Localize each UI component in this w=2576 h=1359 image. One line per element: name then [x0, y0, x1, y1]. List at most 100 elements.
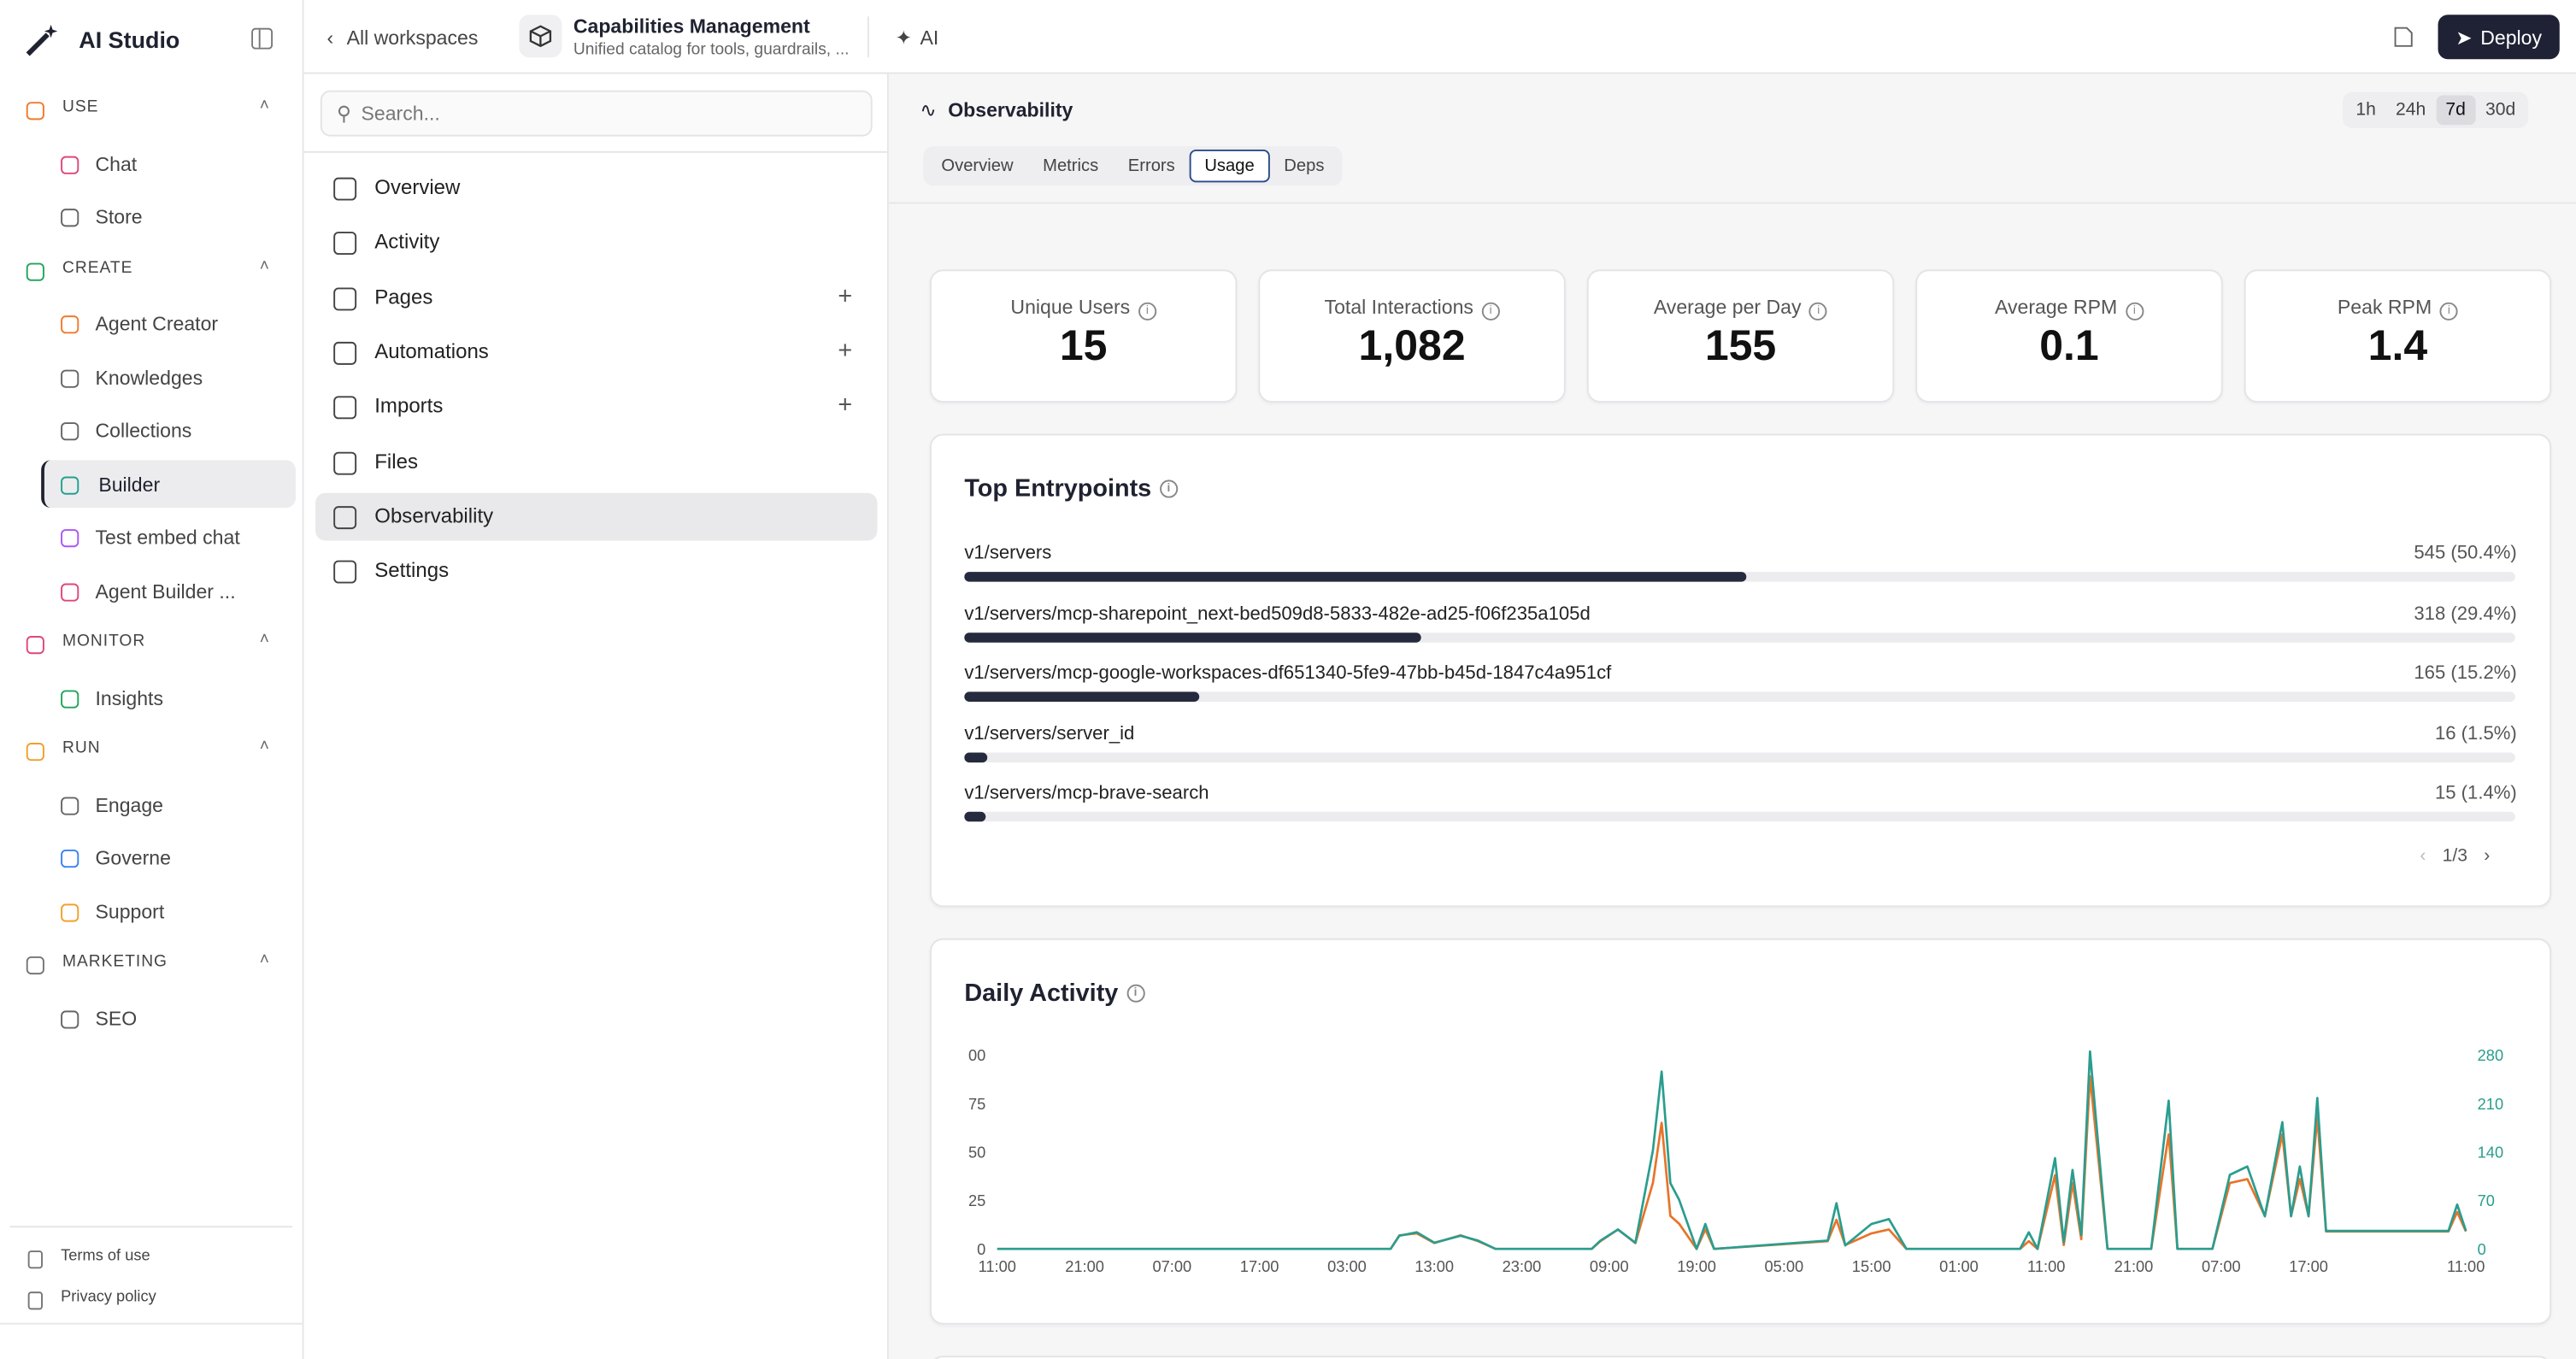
- sidebar-item[interactable]: Knowledges: [95, 365, 203, 389]
- sidebar-item[interactable]: Insights: [95, 685, 163, 709]
- section-title: RUN: [62, 739, 101, 758]
- range-button[interactable]: 30d: [2485, 100, 2516, 121]
- entrypoint-path: v1/servers/server_id: [964, 724, 1135, 744]
- item-icon[interactable]: [61, 582, 79, 601]
- tab[interactable]: Usage: [1190, 149, 1270, 183]
- nav-icon[interactable]: [333, 341, 357, 365]
- nav-item[interactable]: Activity: [374, 230, 440, 254]
- item-icon[interactable]: [61, 315, 79, 334]
- sidebar-item[interactable]: Test embed chat: [95, 526, 240, 550]
- section-toggle[interactable]: ˄: [259, 951, 269, 970]
- range-button[interactable]: 24h: [2396, 100, 2426, 121]
- nav-icon[interactable]: [333, 232, 357, 256]
- item-icon[interactable]: [61, 1009, 79, 1028]
- back-link[interactable]: ‹ All workspaces: [326, 26, 479, 50]
- section-toggle[interactable]: ˄: [259, 256, 269, 276]
- nav-icon[interactable]: [333, 560, 357, 584]
- nav-item[interactable]: Files: [374, 449, 419, 473]
- nav-icon[interactable]: [333, 396, 357, 420]
- entrypoint-value: 165 (15.2%): [2414, 664, 2517, 685]
- sidebar-item[interactable]: Support: [95, 899, 165, 923]
- nav-item[interactable]: Observability: [374, 503, 494, 527]
- sidebar-item[interactable]: Store: [95, 205, 143, 229]
- item-icon[interactable]: [61, 209, 79, 227]
- card-title-text: Top Entrypoints: [964, 474, 1152, 503]
- nav-item[interactable]: Settings: [374, 558, 450, 582]
- footer-icon: [27, 1250, 43, 1269]
- prev-page[interactable]: ‹: [2420, 846, 2426, 867]
- item-icon[interactable]: [61, 475, 79, 494]
- divider: [9, 1226, 293, 1228]
- tab[interactable]: Errors: [1127, 156, 1175, 176]
- sidebar-item[interactable]: Agent Builder ...: [95, 579, 236, 603]
- add-button[interactable]: +: [838, 281, 853, 310]
- add-button[interactable]: +: [838, 391, 853, 420]
- sidebar-item[interactable]: SEO: [95, 1006, 138, 1030]
- info-icon[interactable]: i: [2125, 302, 2144, 321]
- info-icon[interactable]: i: [1126, 983, 1145, 1002]
- range-button[interactable]: 1h: [2355, 100, 2376, 121]
- next-page[interactable]: ›: [2484, 846, 2491, 867]
- info-icon[interactable]: i: [2439, 302, 2458, 321]
- logo-icon: [26, 24, 58, 56]
- nav-item[interactable]: Automations: [374, 339, 489, 363]
- nav-icon[interactable]: [333, 286, 357, 310]
- nav-item[interactable]: Imports: [374, 394, 444, 418]
- search-placeholder[interactable]: Search...: [361, 102, 440, 126]
- stat-value: 15: [1059, 320, 1108, 370]
- doc-button[interactable]: [2394, 26, 2414, 48]
- bar-track: [964, 752, 2515, 762]
- nav-icon[interactable]: [333, 450, 357, 474]
- deploy-text[interactable]: Deploy: [2480, 25, 2543, 49]
- info-icon[interactable]: i: [1138, 302, 1156, 321]
- deploy-button[interactable]: ➤ Deploy: [2438, 15, 2560, 60]
- top-bar: ‹ All workspaces Capabilities Management …: [303, 0, 2576, 74]
- nav-item[interactable]: Overview: [374, 175, 461, 199]
- sidebar-item[interactable]: Chat: [95, 151, 138, 175]
- item-icon[interactable]: [61, 796, 79, 815]
- nav-icon[interactable]: [333, 505, 357, 529]
- card-title: Top Entrypoints i: [964, 472, 1178, 504]
- sidebar-item[interactable]: Builder: [98, 472, 161, 496]
- add-button[interactable]: +: [838, 336, 853, 365]
- nav-item[interactable]: Pages: [374, 285, 433, 309]
- section-title: USE: [62, 98, 99, 117]
- tab[interactable]: Overview: [941, 156, 1014, 176]
- entrypoints-card: Top Entrypoints i ‹ 1/3 › v1/servers 545 (50…: [929, 433, 2552, 908]
- section-icon: [26, 102, 44, 121]
- tab[interactable]: Metrics: [1043, 156, 1099, 176]
- section-toggle[interactable]: ˄: [259, 738, 269, 756]
- stat-label: Total Interactions: [1324, 296, 1473, 319]
- item-icon[interactable]: [61, 155, 79, 174]
- section-icon: [26, 262, 44, 280]
- sidebar-item[interactable]: Engage: [95, 792, 164, 816]
- sidebar-item[interactable]: Agent Creator: [95, 312, 219, 336]
- footer-link[interactable]: Privacy policy: [61, 1288, 156, 1307]
- sidebar-item[interactable]: Collections: [95, 419, 192, 443]
- nav-icon[interactable]: [333, 177, 357, 201]
- ai-button[interactable]: ✦ AI: [895, 26, 939, 50]
- search-box[interactable]: ⚲ Search...: [320, 90, 873, 137]
- item-icon[interactable]: [61, 689, 79, 708]
- ai-text[interactable]: AI: [920, 26, 939, 50]
- divider: [867, 16, 869, 58]
- tab[interactable]: Deps: [1284, 156, 1325, 176]
- back-text[interactable]: All workspaces: [346, 26, 479, 50]
- item-icon[interactable]: [61, 368, 79, 387]
- section-toggle[interactable]: ˄: [259, 97, 269, 115]
- range-button[interactable]: 7d: [2435, 95, 2476, 126]
- range-picker: 1h 24h 7d 30d: [2343, 91, 2529, 128]
- info-icon[interactable]: i: [1159, 479, 1178, 497]
- info-icon[interactable]: i: [1809, 302, 1828, 321]
- section-toggle[interactable]: ˄: [259, 631, 269, 650]
- info-icon[interactable]: i: [1481, 302, 1500, 321]
- footer-link[interactable]: Terms of use: [61, 1247, 150, 1266]
- collapse-button[interactable]: [251, 27, 273, 50]
- item-icon[interactable]: [61, 422, 79, 441]
- item-icon[interactable]: [61, 529, 79, 548]
- item-icon[interactable]: [61, 903, 79, 921]
- sidebar-item[interactable]: Governe: [95, 846, 171, 870]
- item-icon[interactable]: [61, 849, 79, 868]
- stat-value: 1,082: [1358, 320, 1466, 370]
